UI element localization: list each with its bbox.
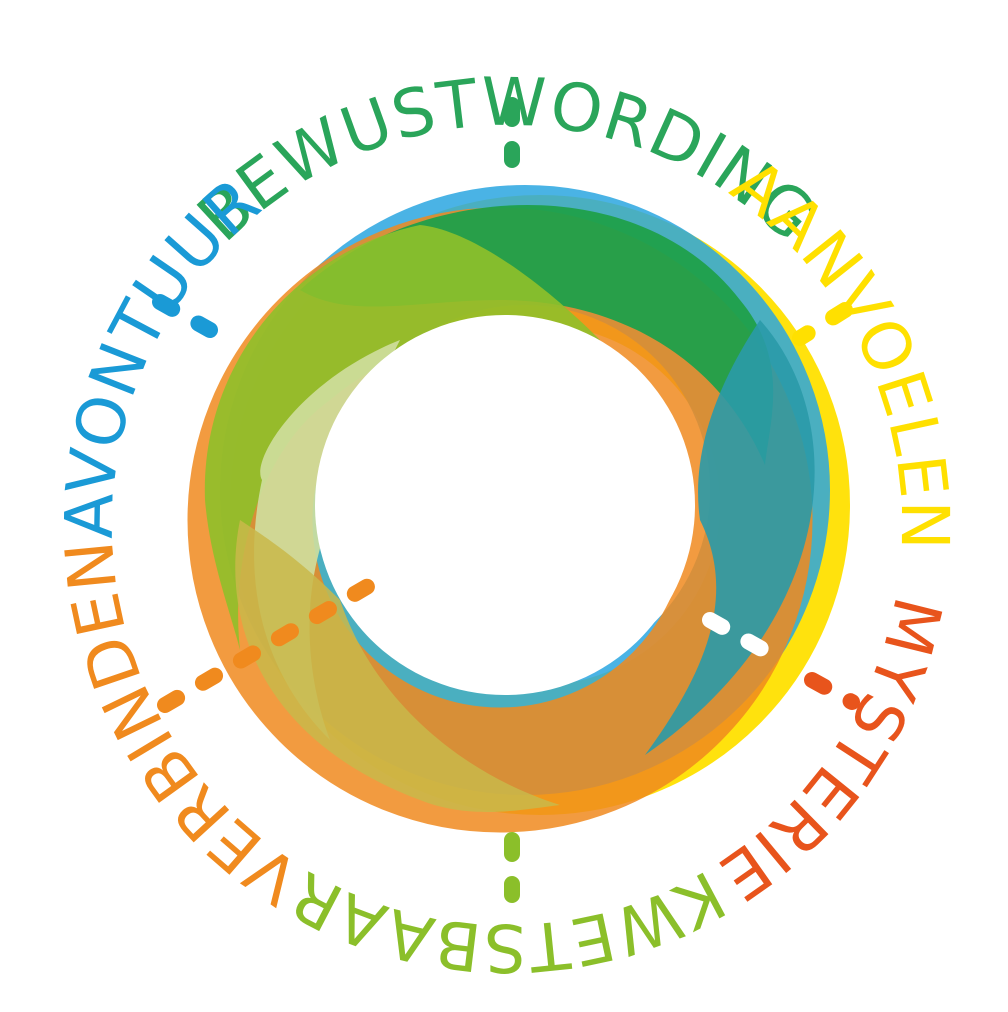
- word-text: KWETSBAAR: [277, 856, 737, 987]
- logo: BEWUSTWORDING AANVOELEN MYSTERIE KWETSBA…: [0, 0, 1008, 1012]
- word: KWETSBAAR: [277, 856, 737, 987]
- page: BEWUSTWORDING AANVOELEN MYSTERIE KWETSBA…: [0, 0, 1008, 1012]
- ring: [205, 205, 815, 812]
- ring-hole: [315, 315, 695, 695]
